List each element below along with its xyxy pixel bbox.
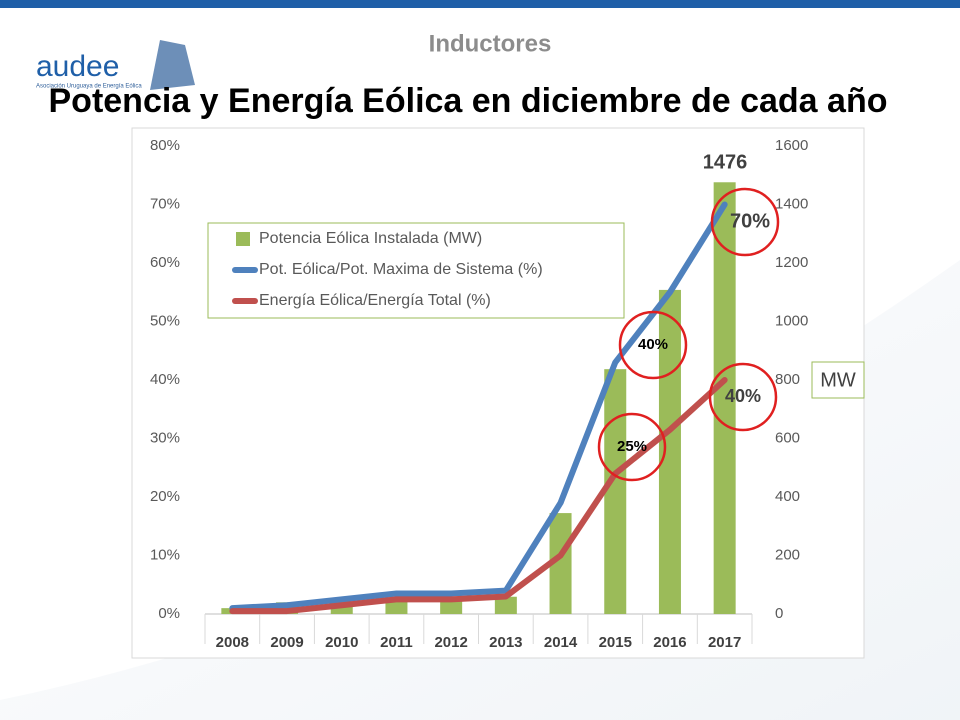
annotation: 40% <box>725 386 761 406</box>
chart-title: Potencia y Energía Eólica en diciembre d… <box>49 82 888 120</box>
logo-subtitle: Asociación Uruguaya de Energía Eólica <box>36 84 142 90</box>
y-tick-label: 0% <box>158 605 180 622</box>
bar <box>604 369 627 614</box>
y2-tick-label: 400 <box>775 488 800 505</box>
annotation: 70% <box>730 210 770 232</box>
y-tick-label: 80% <box>150 137 180 154</box>
annotation: 25% <box>617 438 647 455</box>
legend-box <box>207 222 625 319</box>
legend-label: Pot. Eólica/Pot. Maxima de Sistema (%) <box>259 261 543 278</box>
y2-tick-label: 800 <box>775 371 800 388</box>
legend-swatch <box>236 232 250 246</box>
y2-tick-label: 1200 <box>775 254 808 271</box>
header: Inductores <box>429 30 552 57</box>
y-tick-label: 50% <box>150 312 180 329</box>
y-tick-label: 70% <box>150 195 180 212</box>
x-tick-label: 2011 <box>380 634 413 651</box>
logo-shape <box>150 40 195 90</box>
y2-label: MW <box>820 369 856 391</box>
bar <box>440 598 463 614</box>
y-tick-label: 20% <box>150 488 180 505</box>
logo: audee Asociación Uruguaya de Energía Eól… <box>36 40 195 90</box>
y-tick-label: 60% <box>150 254 180 271</box>
chart-area <box>131 127 865 659</box>
y2-tick-label: 0 <box>775 605 783 622</box>
x-tick-label: 2016 <box>653 634 686 651</box>
x-tick-label: 2017 <box>708 634 741 651</box>
annotation-circle <box>708 362 778 432</box>
bar <box>713 182 736 614</box>
legend-label: Potencia Eólica Instalada (MW) <box>259 230 482 247</box>
bar <box>549 513 572 614</box>
annotation-circle <box>710 187 780 257</box>
bar <box>658 289 681 614</box>
annotation: 40% <box>638 336 668 353</box>
legend-label: Energía Eólica/Energía Total (%) <box>259 292 491 309</box>
y2-tick-label: 1000 <box>775 312 808 329</box>
y-tick-label: 40% <box>150 371 180 388</box>
y2-tick-label: 1400 <box>775 195 808 212</box>
line <box>229 201 728 612</box>
y2-label-box <box>811 361 865 399</box>
annotation: 1476 <box>703 151 748 173</box>
x-tick-label: 2013 <box>489 634 522 651</box>
x-tick-label: 2009 <box>270 634 303 651</box>
x-tick-label: 2015 <box>599 634 632 651</box>
bar <box>494 596 517 614</box>
y2-tick-label: 1600 <box>775 137 808 154</box>
annotation-circle <box>597 412 667 482</box>
x-tick-label: 2014 <box>544 634 578 651</box>
y-tick-label: 10% <box>150 546 180 563</box>
line <box>229 377 728 615</box>
bar <box>385 601 408 614</box>
y2-tick-label: 600 <box>775 429 800 446</box>
y2-tick-label: 200 <box>775 546 800 563</box>
logo-text: audee <box>36 50 119 83</box>
x-tick-label: 2010 <box>325 634 358 651</box>
top-bar <box>0 0 960 8</box>
y-tick-label: 30% <box>150 429 180 446</box>
x-tick-label: 2012 <box>434 634 467 651</box>
annotation-circle <box>618 310 688 380</box>
x-tick-label: 2008 <box>216 634 249 651</box>
